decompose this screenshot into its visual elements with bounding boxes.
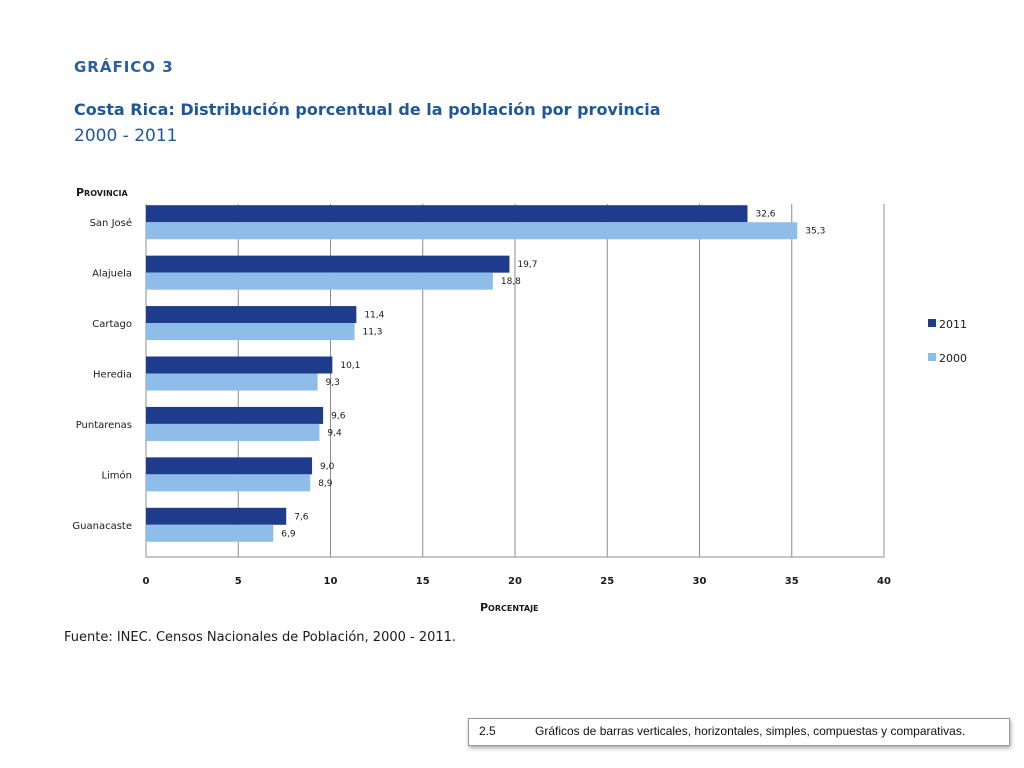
x-tick-label: 15 bbox=[416, 576, 430, 587]
data-label: 6,9 bbox=[281, 529, 296, 539]
bar-2011 bbox=[146, 406, 324, 424]
chart-title: Costa Rica: Distribución porcentual de l… bbox=[74, 100, 661, 119]
category-label: Heredia bbox=[93, 370, 132, 381]
x-tick-label: 30 bbox=[693, 576, 707, 587]
bar-2000 bbox=[146, 272, 493, 290]
legend-swatch bbox=[928, 319, 936, 327]
data-label: 18,8 bbox=[501, 277, 521, 287]
bar-2000 bbox=[146, 323, 355, 341]
category-label: Puntarenas bbox=[76, 420, 132, 431]
bar-2011 bbox=[146, 356, 333, 374]
data-label: 32,6 bbox=[755, 210, 775, 220]
footer-caption-box: 2.5 Gráficos de barras verticales, horiz… bbox=[468, 718, 1010, 746]
bar-2000 bbox=[146, 524, 274, 542]
data-label: 9,0 bbox=[320, 462, 335, 472]
category-label: San José bbox=[90, 217, 132, 229]
bar-2000 bbox=[146, 373, 318, 391]
bar-2011 bbox=[146, 457, 313, 475]
bar-2000 bbox=[146, 474, 311, 492]
x-tick-label: 5 bbox=[235, 576, 242, 587]
legend-label: 2011 bbox=[939, 318, 967, 331]
legend-label: 2000 bbox=[939, 352, 967, 365]
x-axis-title: Porcentaje bbox=[480, 601, 539, 614]
x-tick-label: 0 bbox=[143, 576, 150, 587]
source-note: Fuente: INEC. Censos Nacionales de Pobla… bbox=[64, 630, 457, 645]
bar-2011 bbox=[146, 306, 357, 324]
data-label: 7,6 bbox=[294, 512, 309, 522]
data-label: 19,7 bbox=[517, 260, 537, 270]
bar-2011 bbox=[146, 507, 287, 525]
data-label: 11,4 bbox=[364, 311, 384, 321]
bar-2011 bbox=[146, 205, 748, 223]
x-tick-label: 35 bbox=[785, 576, 799, 587]
bar-2000 bbox=[146, 423, 320, 441]
x-tick-label: 25 bbox=[600, 576, 614, 587]
footer-section-number: 2.5 bbox=[479, 724, 496, 738]
category-label: Alajuela bbox=[92, 269, 132, 280]
footer-caption: Gráficos de barras verticales, horizonta… bbox=[535, 724, 966, 738]
chart-subtitle: 2000 - 2011 bbox=[74, 126, 178, 146]
bar-2000 bbox=[146, 222, 798, 240]
bar-2011 bbox=[146, 255, 510, 273]
x-tick-label: 20 bbox=[508, 576, 522, 587]
category-label: Limón bbox=[101, 469, 132, 481]
x-tick-label: 10 bbox=[324, 576, 338, 587]
category-label: Guanacaste bbox=[72, 521, 132, 532]
data-label: 9,6 bbox=[331, 411, 346, 421]
category-label: Cartago bbox=[92, 319, 132, 330]
data-label: 8,9 bbox=[318, 479, 333, 489]
data-label: 9,3 bbox=[326, 378, 340, 388]
y-axis-title: Provincia bbox=[76, 186, 128, 199]
data-label: 10,1 bbox=[340, 361, 360, 371]
legend-swatch bbox=[928, 353, 936, 361]
data-label: 11,3 bbox=[362, 328, 382, 338]
data-label: 35,3 bbox=[805, 227, 825, 237]
data-label: 9,4 bbox=[327, 428, 342, 438]
x-tick-label: 40 bbox=[877, 576, 891, 587]
chart-kicker: GRÁFICO 3 bbox=[74, 58, 174, 76]
